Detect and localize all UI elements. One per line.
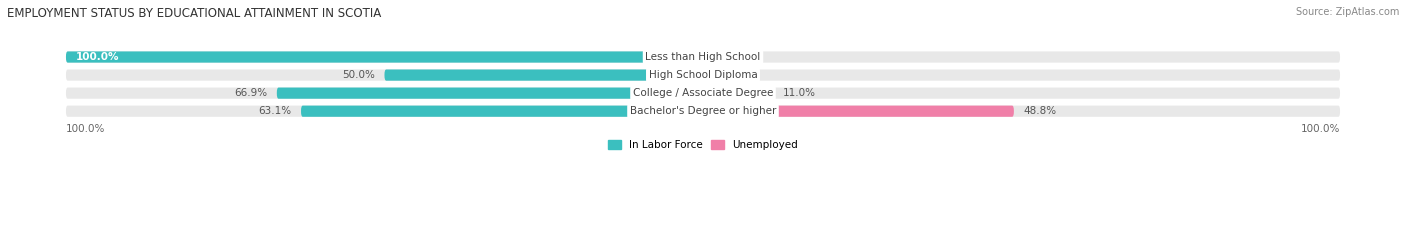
Text: Bachelor's Degree or higher: Bachelor's Degree or higher — [630, 106, 776, 116]
Text: 100.0%: 100.0% — [66, 124, 105, 134]
Text: High School Diploma: High School Diploma — [648, 70, 758, 80]
Text: Less than High School: Less than High School — [645, 52, 761, 62]
FancyBboxPatch shape — [703, 88, 773, 99]
Text: College / Associate Degree: College / Associate Degree — [633, 88, 773, 98]
FancyBboxPatch shape — [703, 69, 1340, 81]
Legend: In Labor Force, Unemployed: In Labor Force, Unemployed — [605, 136, 801, 154]
FancyBboxPatch shape — [66, 51, 703, 63]
FancyBboxPatch shape — [703, 88, 1340, 99]
Text: 0.0%: 0.0% — [713, 52, 738, 62]
Text: 100.0%: 100.0% — [1301, 124, 1340, 134]
FancyBboxPatch shape — [277, 88, 703, 99]
Text: 66.9%: 66.9% — [235, 88, 267, 98]
FancyBboxPatch shape — [384, 69, 703, 81]
FancyBboxPatch shape — [66, 51, 703, 63]
Text: 48.8%: 48.8% — [1024, 106, 1056, 116]
Text: 50.0%: 50.0% — [342, 70, 375, 80]
Text: 63.1%: 63.1% — [259, 106, 291, 116]
FancyBboxPatch shape — [703, 51, 1340, 63]
Text: EMPLOYMENT STATUS BY EDUCATIONAL ATTAINMENT IN SCOTIA: EMPLOYMENT STATUS BY EDUCATIONAL ATTAINM… — [7, 7, 381, 20]
FancyBboxPatch shape — [703, 106, 1014, 117]
FancyBboxPatch shape — [66, 106, 703, 117]
FancyBboxPatch shape — [703, 106, 1340, 117]
Text: 11.0%: 11.0% — [783, 88, 815, 98]
FancyBboxPatch shape — [66, 88, 703, 99]
FancyBboxPatch shape — [66, 69, 703, 81]
Text: Source: ZipAtlas.com: Source: ZipAtlas.com — [1295, 7, 1399, 17]
Text: 100.0%: 100.0% — [76, 52, 120, 62]
Text: 0.0%: 0.0% — [713, 70, 738, 80]
FancyBboxPatch shape — [301, 106, 703, 117]
